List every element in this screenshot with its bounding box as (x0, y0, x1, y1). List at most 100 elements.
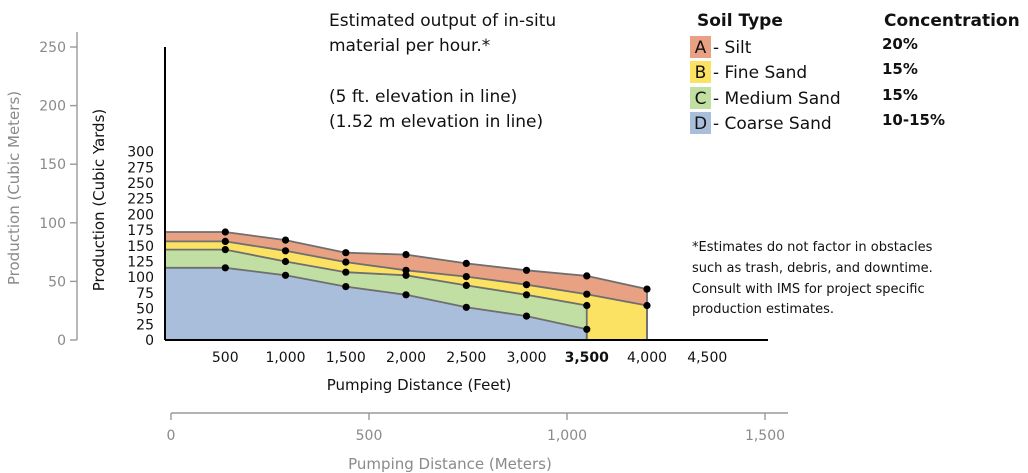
y-tick-label: 200 (127, 207, 154, 223)
area-coarse-sand (165, 267, 587, 340)
line-coarse-sand (165, 266, 587, 331)
secondary-y-axis-label: Production (Cubic Meters) (5, 91, 23, 285)
data-point (221, 246, 229, 254)
chart-subtitle-line: (1.52 m elevation in line) (329, 112, 543, 132)
x-tick-label: 1,000 (265, 350, 305, 366)
secondary-y-tick-label: 200 (39, 99, 66, 115)
x-tick-label: 3,000 (506, 350, 546, 366)
data-point (402, 251, 410, 259)
data-point (522, 291, 531, 299)
data-point (583, 290, 591, 298)
legend-label: - Medium Sand (713, 89, 841, 109)
footnote-line: such as trash, debris, and downtime. (692, 261, 933, 276)
secondary-y-tick-label: 100 (39, 216, 66, 232)
x-tick-label: 2,000 (386, 350, 426, 366)
x-tick-label: 2,500 (446, 350, 486, 366)
legend-letter: D (694, 114, 707, 134)
data-point (462, 281, 470, 289)
legend-letter: B (695, 63, 707, 83)
data-point (583, 301, 591, 310)
axis-layer (70, 32, 788, 420)
data-point (281, 247, 290, 255)
y-tick-label: 75 (136, 286, 154, 302)
data-point (221, 264, 229, 272)
x-tick-label: 4,500 (687, 350, 727, 366)
x-axis-label: Pumping Distance (Feet) (327, 376, 512, 394)
data-point (522, 281, 531, 289)
x-tick-label: 1,500 (326, 350, 366, 366)
legend-swatch-c (690, 87, 711, 109)
y-tick-label: 300 (127, 145, 154, 161)
legend-heading-soil: Soil Type (697, 11, 783, 31)
chart-subtitle-line: material per hour.* (329, 36, 490, 56)
y-tick-label: 150 (127, 239, 154, 255)
data-point (462, 273, 470, 281)
legend-concentration: 10-15% (882, 111, 945, 129)
y-tick-label: 275 (127, 160, 154, 176)
x-tick-label: 4,000 (627, 350, 667, 366)
data-point-layer (221, 228, 651, 333)
data-point (462, 303, 470, 311)
secondary-x-axis-label: Pumping Distance (Meters) (348, 455, 552, 473)
legend-swatch-a (690, 36, 711, 58)
data-point (522, 266, 531, 274)
secondary-x-tick-label: 1,000 (547, 428, 587, 444)
y-tick-label: 100 (127, 270, 154, 286)
data-point (281, 236, 290, 244)
y-tick-label: 25 (136, 317, 154, 333)
y-tick-label: 50 (136, 302, 154, 318)
legend-concentration: 15% (882, 86, 918, 104)
chart-subtitle-line: Estimated output of in-situ (329, 11, 556, 31)
secondary-y-tick-label: 50 (48, 274, 66, 290)
legend-swatch-b (690, 61, 711, 83)
data-point (342, 268, 350, 276)
data-point (402, 291, 410, 299)
legend-letter: C (695, 89, 707, 109)
data-point (583, 325, 591, 333)
y-tick-label: 175 (127, 223, 154, 239)
line-medium-sand (165, 248, 587, 307)
footnote-line: production estimates. (692, 302, 834, 317)
data-point (342, 283, 350, 291)
footnote-line: Consult with IMS for project specific (692, 282, 925, 297)
legend-label: - Coarse Sand (713, 114, 832, 134)
data-point (402, 271, 410, 279)
data-point (281, 271, 290, 279)
secondary-y-tick-label: 150 (39, 157, 66, 173)
data-point (583, 272, 591, 280)
secondary-x-tick-label: 1,500 (745, 428, 785, 444)
data-point (522, 312, 531, 320)
chart-subtitle-line: (5 ft. elevation in line) (329, 87, 517, 107)
area-layer (165, 231, 648, 340)
legend-label: - Silt (713, 38, 752, 58)
x-tick-label: 3,500 (565, 350, 610, 366)
data-point (221, 228, 229, 236)
footnote-line: *Estimates do not factor in obstacles (692, 240, 933, 255)
data-point (281, 257, 290, 266)
legend-concentration: 15% (882, 60, 918, 78)
data-point (643, 301, 651, 310)
data-point (462, 259, 470, 267)
x-tick-label: 500 (212, 350, 239, 366)
y-tick-label: 250 (127, 176, 154, 192)
data-point (643, 285, 651, 293)
data-point (221, 237, 229, 245)
secondary-y-tick-label: 250 (39, 40, 66, 56)
y-tick-label: 125 (127, 255, 154, 271)
data-point (342, 249, 350, 257)
legend-swatch-d (690, 112, 711, 134)
secondary-x-tick-label: 500 (356, 428, 383, 444)
legend-concentration: 20% (882, 35, 918, 53)
legend-letter: A (695, 38, 707, 58)
data-point (342, 258, 350, 266)
secondary-y-tick-label: 0 (57, 333, 66, 349)
data-point (402, 266, 410, 274)
legend-label: - Fine Sand (713, 63, 807, 83)
y-tick-label: 225 (127, 192, 154, 208)
legend-heading-concentration: Concentration (884, 11, 1020, 31)
y-axis-label: Production (Cubic Yards) (90, 109, 108, 292)
secondary-x-tick-label: 0 (167, 428, 176, 444)
y-tick-label: 0 (145, 333, 154, 349)
